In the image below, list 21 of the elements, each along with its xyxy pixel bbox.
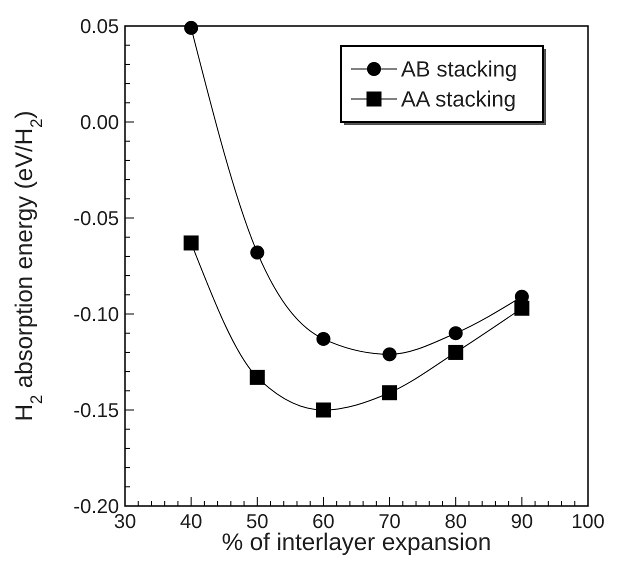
y-tick-label: -0.15 xyxy=(73,400,119,422)
x-tick-label: 100 xyxy=(571,511,605,533)
x-tick-label: 90 xyxy=(510,511,533,533)
y-tick-label: 0.00 xyxy=(80,112,119,134)
point xyxy=(514,300,530,316)
point xyxy=(448,326,463,340)
legend-label: AA stacking xyxy=(401,86,516,112)
y-tick-label: -0.05 xyxy=(73,208,119,230)
point xyxy=(382,385,398,400)
y-tick-label: 0.05 xyxy=(80,16,119,38)
x-tick-label: 40 xyxy=(180,511,202,533)
point xyxy=(448,344,464,360)
point xyxy=(382,347,397,362)
point xyxy=(184,20,198,35)
point xyxy=(316,332,330,346)
y-tick-label: -0.10 xyxy=(73,304,119,326)
point xyxy=(250,370,265,385)
point xyxy=(316,402,331,418)
point xyxy=(184,235,199,250)
legend-label: AB stacking xyxy=(401,56,518,82)
point xyxy=(250,246,264,260)
